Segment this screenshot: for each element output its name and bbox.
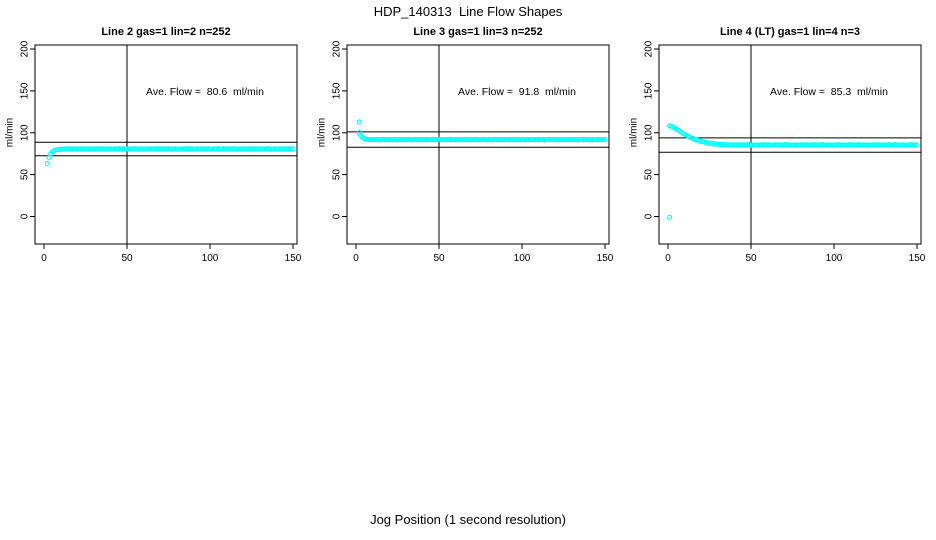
figure-title: HDP_140313 Line Flow Shapes [373, 4, 563, 19]
tick-labels: 0 50 100 150 200 0 50 100 150 [644, 40, 926, 264]
svg-text:50: 50 [644, 169, 655, 181]
svg-text:50: 50 [745, 253, 757, 264]
panel-title: Line 3 gas=1 lin=3 n=252 [413, 26, 543, 38]
axes [342, 44, 610, 249]
svg-text:0: 0 [353, 253, 359, 264]
svg-text:150: 150 [285, 253, 302, 264]
svg-text:100: 100 [514, 253, 531, 264]
ave-flow-annotation: Ave. Flow = 85.3 ml/min [770, 86, 888, 98]
panel-title: Line 2 gas=1 lin=2 n=252 [101, 26, 231, 38]
svg-text:0: 0 [665, 253, 671, 264]
axes [30, 44, 298, 249]
svg-text:200: 200 [644, 40, 655, 57]
svg-text:100: 100 [202, 253, 219, 264]
svg-text:0: 0 [41, 253, 47, 264]
svg-text:200: 200 [332, 40, 343, 57]
svg-text:150: 150 [644, 82, 655, 99]
data-points [667, 123, 920, 220]
tick-labels: 0 50 100 150 200 0 50 100 150 [20, 40, 302, 264]
svg-text:50: 50 [121, 253, 133, 264]
svg-text:50: 50 [20, 169, 31, 181]
x-axis-label: Jog Position (1 second resolution) [370, 512, 566, 527]
svg-text:100: 100 [20, 124, 31, 141]
svg-text:50: 50 [433, 253, 445, 264]
svg-text:200: 200 [20, 40, 31, 57]
svg-text:150: 150 [20, 82, 31, 99]
axes [654, 44, 922, 249]
svg-text:0: 0 [332, 213, 343, 219]
svg-text:100: 100 [644, 124, 655, 141]
data-points [44, 146, 296, 167]
ave-flow-annotation: Ave. Flow = 80.6 ml/min [146, 86, 264, 98]
svg-text:100: 100 [332, 124, 343, 141]
panel-title: Line 4 (LT) gas=1 lin=4 n=3 [719, 26, 861, 38]
svg-text:0: 0 [644, 213, 655, 219]
panel-line-2: Line 2 gas=1 lin=2 n=252 ml/min Ave. Flo… [0, 0, 312, 300]
svg-text:0: 0 [20, 213, 31, 219]
scatter-plot-line-2: 0 50 100 150 200 0 50 100 150 [20, 40, 302, 264]
panel-line-4-lt: Line 4 (LT) gas=1 lin=4 n=3 ml/min Ave. … [624, 0, 936, 300]
ave-flow-annotation: Ave. Flow = 91.8 ml/min [458, 86, 576, 98]
scatter-plot-line-3: 0 50 100 150 200 0 50 100 150 [332, 40, 614, 264]
svg-text:100: 100 [826, 253, 843, 264]
data-points [356, 119, 608, 143]
panel-line-3: Line 3 gas=1 lin=3 n=252 ml/min Ave. Flo… [312, 0, 624, 300]
svg-text:150: 150 [597, 253, 614, 264]
scatter-plot-line-4: 0 50 100 150 200 0 50 100 150 [644, 40, 926, 264]
svg-text:150: 150 [909, 253, 926, 264]
tick-labels: 0 50 100 150 200 0 50 100 150 [332, 40, 614, 264]
svg-text:50: 50 [332, 169, 343, 181]
svg-text:150: 150 [332, 82, 343, 99]
